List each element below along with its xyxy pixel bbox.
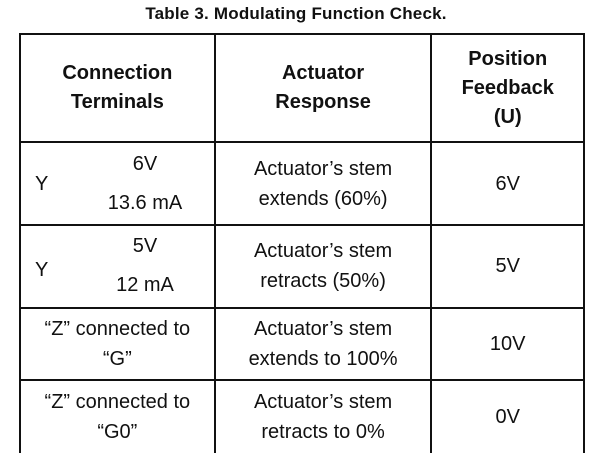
response-line: Actuator’s stem — [253, 391, 393, 414]
header-position-feedback: Position Feedback (U) — [430, 32, 585, 144]
response-line: Actuator’s stem — [253, 318, 393, 341]
header-actuator-response: Actuator Response — [213, 32, 433, 144]
table-caption: Table 3. Modulating Function Check. — [145, 4, 447, 23]
header-connection-terminals: Connection Terminals — [19, 32, 216, 144]
table-row: “Z” connected to “G0” Actuator’s stem re… — [19, 379, 585, 453]
response-line: retracts (50%) — [260, 270, 386, 293]
connection-line: “Z” connected to — [44, 318, 191, 341]
header-line: Connection — [62, 62, 173, 85]
header-line: Feedback — [461, 76, 554, 99]
table-row: “Z” connected to “G” Actuator’s stem ext… — [19, 306, 585, 382]
header-line: Terminals — [70, 91, 164, 114]
connection-line: “G” — [102, 348, 132, 371]
header-line: Position — [468, 47, 548, 70]
response-line: extends to 100% — [248, 348, 398, 371]
current-value: 13.6 mA — [107, 191, 183, 214]
response-line: Actuator’s stem — [253, 157, 393, 180]
response-line: Actuator’s stem — [253, 240, 393, 263]
header-line: Actuator — [281, 62, 365, 85]
response-line: retracts to 0% — [261, 421, 385, 444]
feedback-cell: 10V — [430, 306, 585, 382]
connection-line: “Z” connected to — [44, 391, 191, 414]
response-line: extends (60%) — [258, 187, 388, 210]
voltage-value: 5V — [132, 235, 158, 258]
response-cell: Actuator’s stem retracts to 0% — [213, 379, 433, 453]
voltage-value: 6V — [132, 152, 158, 175]
connection-cell: “Z” connected to “G” — [19, 306, 216, 382]
connection-cell: “Z” connected to “G0” — [19, 379, 216, 453]
feedback-cell: 0V — [430, 379, 585, 453]
table-row: Y 5V 12 mA Actuator’s stem retracts (50%… — [19, 224, 585, 309]
response-cell: Actuator’s stem retracts (50%) — [213, 224, 433, 309]
current-value: 12 mA — [116, 274, 174, 297]
header-line: (U) — [493, 105, 522, 128]
feedback-cell: 5V — [430, 224, 585, 309]
response-cell: Actuator’s stem extends (60%) — [213, 141, 433, 227]
feedback-cell: 6V — [430, 141, 585, 227]
response-cell: Actuator’s stem extends to 100% — [213, 306, 433, 382]
connection-cell: Y 5V 12 mA — [19, 224, 216, 309]
connection-line: “G0” — [97, 421, 138, 444]
table-header-row: Connection Terminals Actuator Response P… — [19, 32, 585, 144]
modulating-function-table: Connection Terminals Actuator Response P… — [19, 32, 585, 453]
connection-cell: Y 6V 13.6 mA — [19, 141, 216, 227]
header-line: Response — [275, 91, 371, 114]
table-row: Y 6V 13.6 mA Actuator’s stem extends (60… — [19, 141, 585, 227]
terminal-label: Y — [35, 172, 49, 195]
terminal-label: Y — [35, 258, 49, 281]
